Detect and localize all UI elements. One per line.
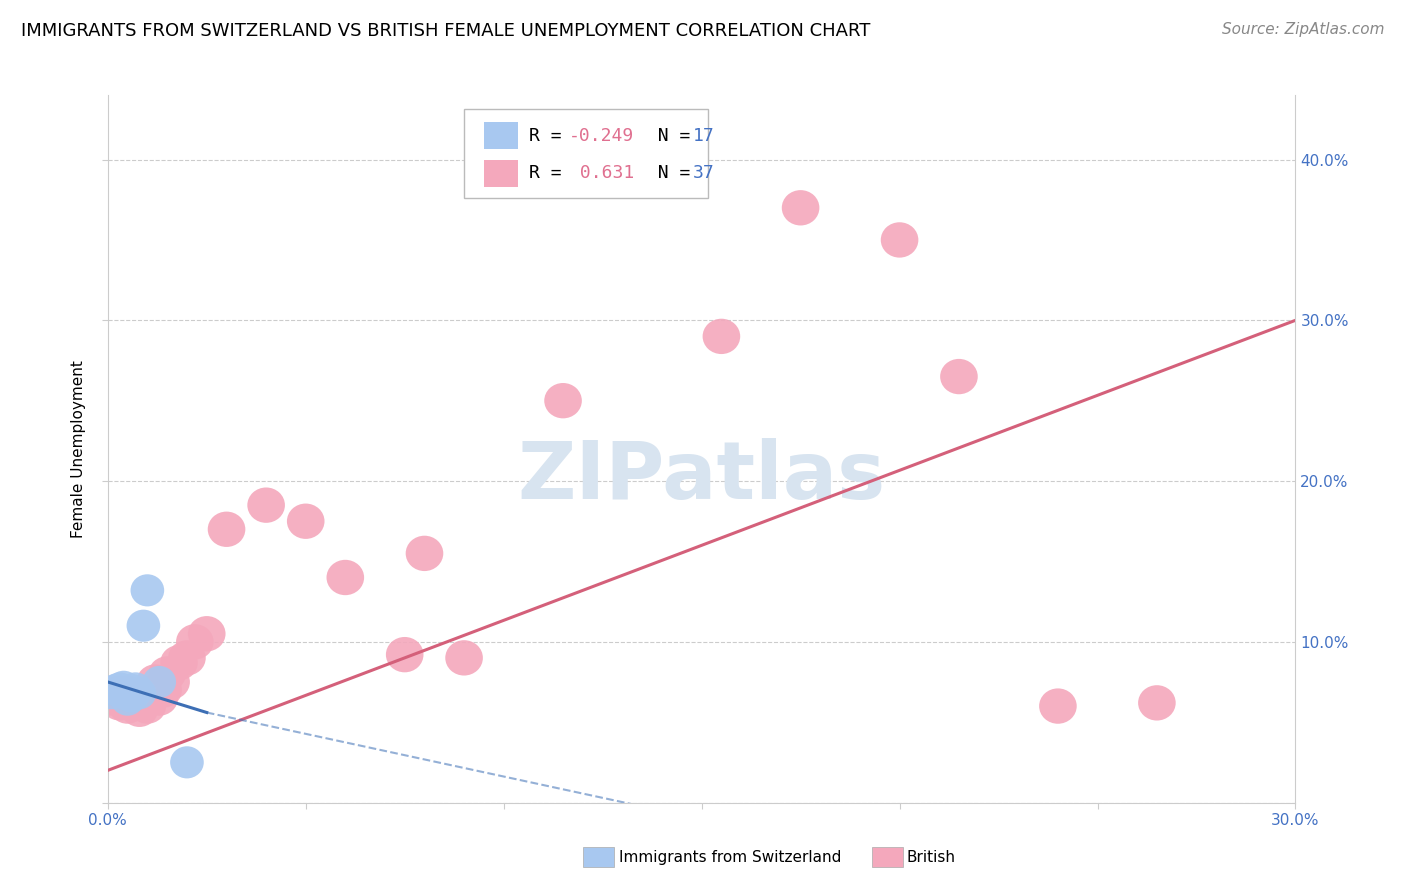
Ellipse shape	[105, 681, 142, 715]
Ellipse shape	[188, 616, 225, 651]
Ellipse shape	[131, 574, 165, 607]
Text: Immigrants from Switzerland: Immigrants from Switzerland	[619, 850, 841, 864]
Ellipse shape	[941, 359, 977, 394]
FancyBboxPatch shape	[484, 160, 517, 186]
Ellipse shape	[149, 657, 186, 691]
Ellipse shape	[93, 681, 131, 715]
Ellipse shape	[103, 675, 136, 707]
Text: 17: 17	[693, 127, 716, 145]
Ellipse shape	[128, 681, 166, 715]
Ellipse shape	[385, 637, 423, 673]
Ellipse shape	[145, 673, 181, 707]
Ellipse shape	[98, 674, 132, 706]
Text: 37: 37	[693, 164, 716, 182]
FancyBboxPatch shape	[464, 110, 707, 198]
Ellipse shape	[101, 675, 138, 711]
Ellipse shape	[115, 674, 149, 706]
Ellipse shape	[125, 681, 162, 715]
Ellipse shape	[97, 677, 135, 713]
Ellipse shape	[94, 677, 128, 709]
Text: IMMIGRANTS FROM SWITZERLAND VS BRITISH FEMALE UNEMPLOYMENT CORRELATION CHART: IMMIGRANTS FROM SWITZERLAND VS BRITISH F…	[21, 22, 870, 40]
Ellipse shape	[142, 666, 176, 698]
Ellipse shape	[118, 673, 152, 705]
Ellipse shape	[160, 645, 198, 681]
Ellipse shape	[117, 683, 155, 719]
Text: -0.249: -0.249	[568, 127, 634, 145]
Ellipse shape	[122, 677, 156, 709]
Ellipse shape	[544, 383, 582, 418]
Ellipse shape	[406, 536, 443, 571]
Ellipse shape	[111, 679, 145, 711]
Text: R =: R =	[530, 164, 572, 182]
Ellipse shape	[118, 675, 152, 707]
Text: British: British	[907, 850, 956, 864]
Text: 0.631: 0.631	[568, 164, 634, 182]
Ellipse shape	[108, 689, 146, 723]
Ellipse shape	[326, 560, 364, 595]
Ellipse shape	[107, 671, 141, 703]
Text: N =: N =	[637, 127, 702, 145]
Ellipse shape	[880, 222, 918, 258]
Text: ZIPatlas: ZIPatlas	[517, 438, 886, 516]
Text: N =: N =	[637, 164, 702, 182]
Ellipse shape	[136, 665, 174, 699]
Ellipse shape	[108, 675, 146, 711]
Ellipse shape	[446, 640, 482, 675]
Ellipse shape	[208, 512, 245, 547]
Ellipse shape	[169, 640, 205, 675]
Text: R =: R =	[530, 127, 572, 145]
Ellipse shape	[152, 665, 190, 699]
Text: Source: ZipAtlas.com: Source: ZipAtlas.com	[1222, 22, 1385, 37]
Ellipse shape	[101, 685, 138, 721]
Ellipse shape	[132, 675, 170, 711]
Y-axis label: Female Unemployment: Female Unemployment	[72, 360, 86, 538]
Ellipse shape	[112, 685, 150, 721]
Ellipse shape	[782, 190, 820, 226]
Ellipse shape	[141, 681, 179, 715]
Ellipse shape	[176, 624, 214, 659]
Ellipse shape	[1039, 689, 1077, 723]
Ellipse shape	[103, 673, 136, 705]
Ellipse shape	[247, 488, 285, 523]
Ellipse shape	[128, 689, 166, 723]
Ellipse shape	[703, 318, 740, 354]
Ellipse shape	[115, 681, 149, 713]
Ellipse shape	[287, 504, 325, 539]
Ellipse shape	[170, 747, 204, 779]
Ellipse shape	[127, 609, 160, 641]
Ellipse shape	[121, 691, 159, 727]
FancyBboxPatch shape	[484, 122, 517, 149]
Ellipse shape	[1137, 685, 1175, 721]
Ellipse shape	[111, 683, 145, 715]
Ellipse shape	[107, 677, 141, 709]
